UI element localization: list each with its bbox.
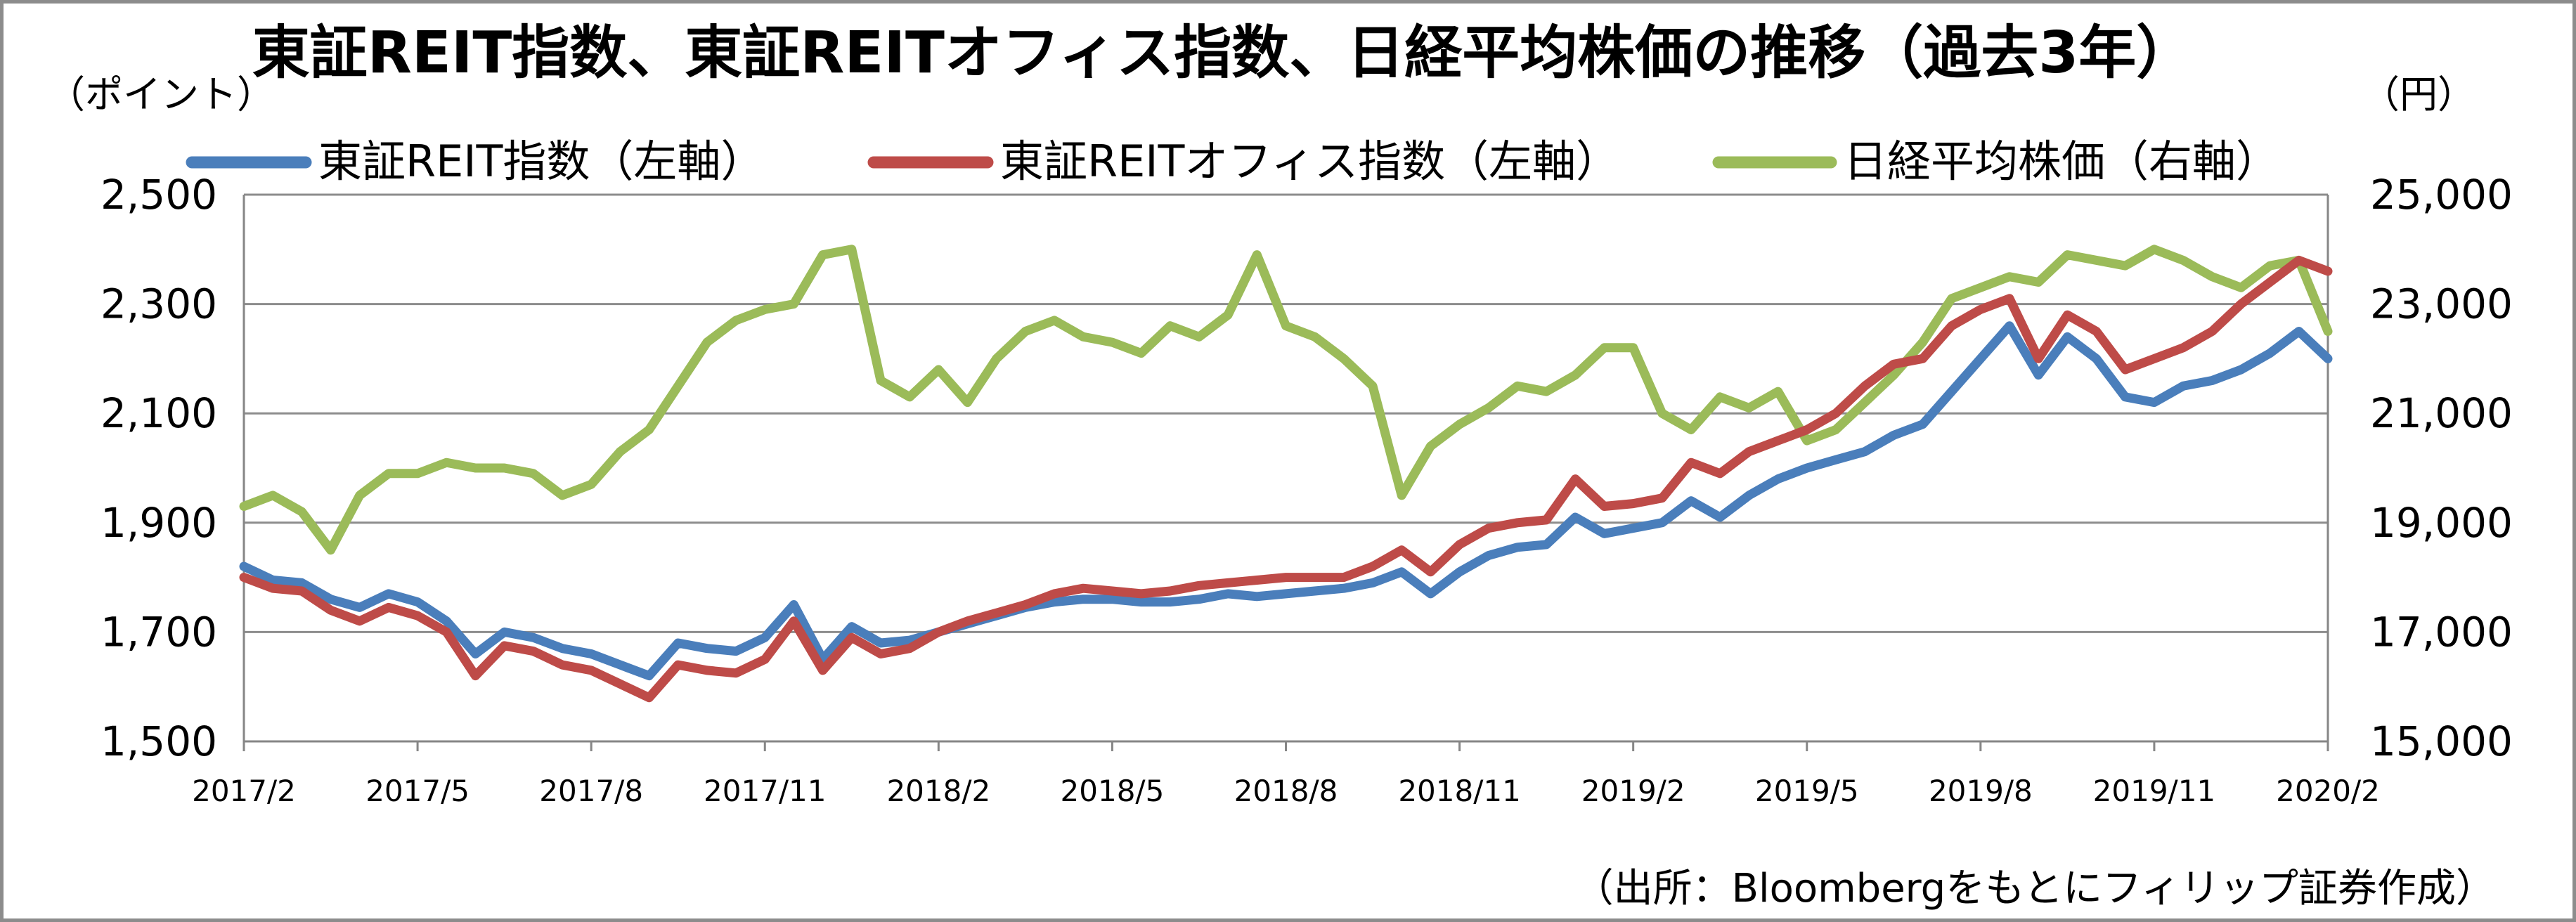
right-axis-unit: （円）	[2362, 72, 2475, 117]
chart-title: 東証REIT指数、東証REITオフィス指数、日経平均株価の推移（過去3年）	[252, 20, 2194, 86]
x-tick-label: 2018/8	[1234, 774, 1338, 808]
x-tick-label: 2018/5	[1061, 774, 1165, 808]
y-tick-right-label: 21,000	[2370, 389, 2513, 437]
y-tick-left-label: 2,100	[101, 389, 217, 437]
x-axis-ticks: 2017/2 2017/5 2017/8 2017/11 2018/2 2018/5 201…	[192, 741, 2380, 808]
legend-label-reit: 東証REIT指数（左軸）	[318, 136, 764, 187]
series-line-nikkei	[239, 245, 2333, 555]
y-tick-left-label: 1,900	[101, 499, 217, 547]
x-tick-label: 2019/8	[1929, 774, 2033, 808]
x-tick-label: 2017/11	[704, 774, 826, 808]
series-line-reit	[239, 321, 2333, 681]
y-tick-right-label: 25,000	[2370, 171, 2513, 219]
x-tick-label: 2019/11	[2093, 774, 2215, 808]
x-tick-label: 2018/2	[886, 774, 990, 808]
x-tick-label: 2017/5	[365, 774, 470, 808]
x-tick-label: 2019/5	[1755, 774, 1859, 808]
y-tick-right-label: 15,000	[2370, 718, 2513, 765]
source-note: （出所：Bloombergをもとにフィリップ証券作成）	[1574, 866, 2495, 911]
x-tick-label: 2017/8	[539, 774, 643, 808]
legend-label-nikkei: 日経平均株価（右軸）	[1844, 136, 2279, 187]
series-line-reit-office	[239, 255, 2333, 703]
x-tick-label: 2018/11	[1398, 774, 1520, 808]
chart-svg: 東証REIT指数、東証REITオフィス指数、日経平均株価の推移（過去3年） （ポ…	[47, 20, 2513, 911]
legend: 東証REIT指数（左軸） 東証REITオフィス指数（左軸） 日経平均株価（右軸）	[186, 136, 2279, 187]
left-y-axis-ticks: 1,500 1,700 1,900 2,100 2,300 2,500	[101, 171, 217, 765]
series-lines	[239, 245, 2333, 703]
y-tick-left-label: 1,500	[101, 718, 217, 765]
y-tick-right-label: 19,000	[2370, 499, 2513, 547]
left-axis-unit: （ポイント）	[47, 72, 275, 117]
legend-label-reit-office: 東証REITオフィス指数（左軸）	[1000, 136, 1619, 187]
y-tick-left-label: 1,700	[101, 608, 217, 656]
y-tick-left-label: 2,500	[101, 171, 217, 219]
y-tick-right-label: 23,000	[2370, 280, 2513, 328]
right-y-axis-ticks: 15,000 17,000 19,000 21,000 23,000 25,000	[2370, 171, 2513, 765]
x-tick-label: 2020/2	[2276, 774, 2380, 808]
y-tick-right-label: 17,000	[2370, 608, 2513, 656]
x-tick-label: 2019/2	[1581, 774, 1685, 808]
x-tick-label: 2017/2	[192, 774, 296, 808]
y-tick-left-label: 2,300	[101, 280, 217, 328]
